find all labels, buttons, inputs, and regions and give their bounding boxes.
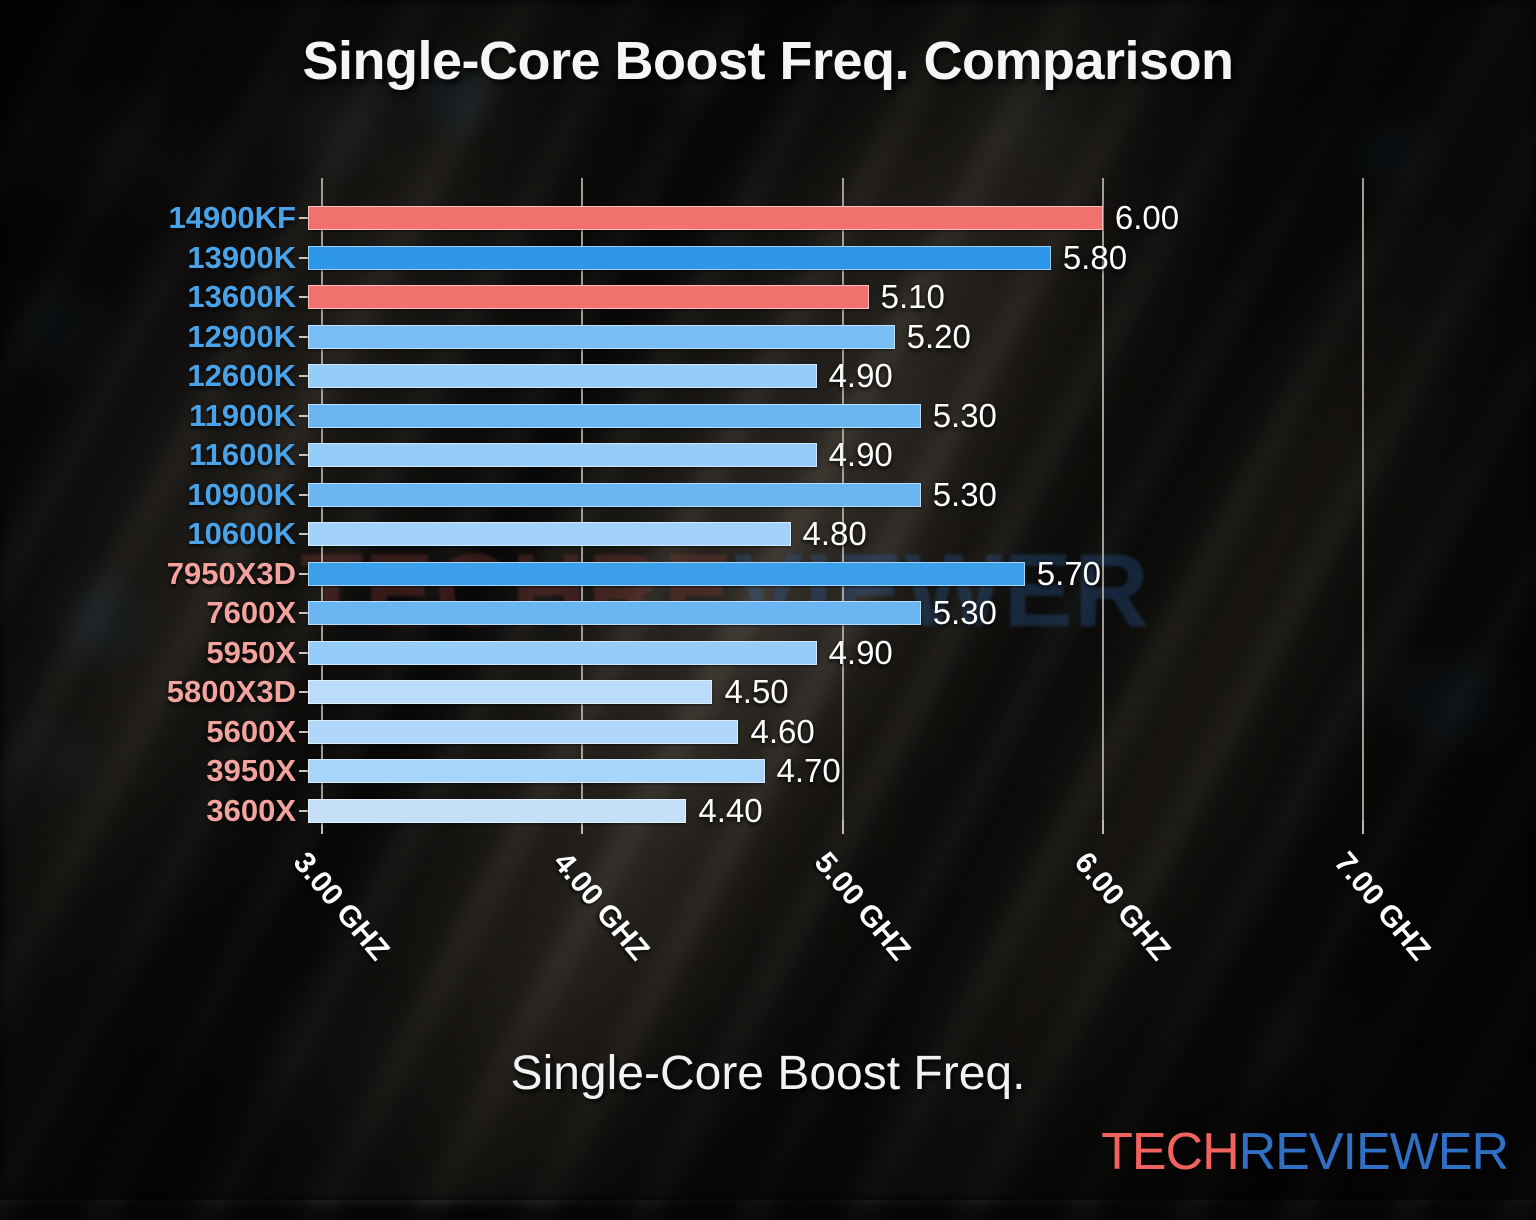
bar-row: 7950X3D 5.70: [0, 554, 1536, 594]
logo-reviewer: REVIEWER: [1238, 1123, 1509, 1181]
bar-value-label-12900k: 5.20: [906, 317, 971, 355]
bar-value-label-11600k: 4.90: [828, 436, 893, 473]
y-axis-tick: [299, 375, 308, 377]
bar-value-label-13900k: 5.80: [1062, 238, 1128, 276]
category-label-12600k: 12600K: [187, 358, 296, 393]
category-label-5600x: 5600X: [206, 713, 296, 749]
bar-row: 5600X 4.60: [0, 712, 1536, 752]
y-axis-tick: [299, 414, 308, 417]
category-label-11900k: 11900K: [189, 397, 296, 433]
bar-row: 13600K 5.10: [0, 277, 1536, 317]
bar-12900k: [308, 324, 895, 349]
category-label-7600x: 7600X: [206, 595, 296, 630]
category-label-13900k: 13900K: [187, 239, 296, 275]
y-axis-tick: [299, 770, 308, 772]
category-label-5800x3d: 5800X3D: [166, 674, 296, 709]
bar-5800x3d: [308, 680, 713, 704]
bar-value-label-10600k: 4.80: [802, 515, 867, 552]
bar-7950x3d: [308, 561, 1025, 586]
techreviewer-logo: TECHREVIEWER: [1101, 1122, 1509, 1182]
bar-value-label-13600k: 5.10: [880, 278, 945, 315]
bar-value-label-12600k: 4.90: [828, 357, 893, 394]
y-axis-tick: [299, 572, 308, 575]
category-label-13600k: 13600K: [187, 279, 296, 314]
x-axis-tick-label: 6.00 GHZ: [1067, 846, 1177, 967]
bar-row: 3950X 4.70: [0, 751, 1536, 791]
gridline-700: [1362, 178, 1365, 820]
bar-10600k: [308, 522, 791, 546]
y-axis-tick: [299, 217, 308, 219]
y-axis-tick: [299, 454, 308, 456]
category-label-10600k: 10600K: [187, 516, 296, 551]
bar-row: 10600K 4.80: [0, 514, 1536, 554]
bar-row: 12900K 5.20: [0, 317, 1536, 357]
bar-11600k: [308, 443, 817, 467]
bar-value-label-5600x: 4.60: [750, 712, 815, 750]
bar-10900k: [308, 482, 921, 507]
bar-value-label-7950x3d: 5.70: [1036, 554, 1102, 592]
x-axis-tick: [1101, 820, 1104, 834]
bar-14900kf: [308, 206, 1103, 230]
bar-5600x: [308, 719, 739, 744]
bar-3950x: [308, 759, 765, 783]
y-axis-tick: [299, 730, 308, 733]
category-label-10900k: 10900K: [187, 476, 296, 512]
bar-7600x: [308, 601, 921, 625]
bar-row: 11900K 5.30: [0, 396, 1536, 436]
category-label-14900kf: 14900KF: [168, 200, 296, 235]
bar-row: 3600X 4.40: [0, 791, 1536, 831]
bar-11900k: [308, 403, 921, 428]
bar-row: 13900K 5.80: [0, 238, 1536, 278]
bar-row: 11600K 4.90: [0, 435, 1536, 475]
bar-value-label-11900k: 5.30: [932, 396, 997, 434]
x-axis-tick-label: 3.00 GHZ: [286, 846, 396, 967]
y-axis-tick: [299, 809, 308, 812]
y-axis-tick: [299, 612, 308, 614]
bar-value-label-7600x: 5.30: [932, 594, 997, 631]
category-label-3600x: 3600X: [206, 792, 296, 828]
x-axis-tick: [581, 820, 584, 834]
category-label-7950x3d: 7950X3D: [166, 555, 296, 591]
bar-row: 5800X3D 4.50: [0, 672, 1536, 712]
y-axis-tick: [299, 256, 308, 259]
x-axis-tick-label: 4.00 GHZ: [547, 846, 656, 967]
bar-13600k: [308, 285, 869, 309]
bar-row: 10900K 5.30: [0, 475, 1536, 515]
y-axis-tick: [299, 296, 308, 298]
x-axis-tick: [1362, 820, 1365, 834]
bar-5950x: [308, 640, 817, 665]
chart-title: Single-Core Boost Freq. Comparison: [302, 31, 1234, 91]
bar-value-label-10900k: 5.30: [932, 475, 997, 513]
y-axis-tick: [299, 335, 308, 338]
logo-tech: TECH: [1101, 1123, 1240, 1181]
x-axis-tick-label: 5.00 GHZ: [807, 846, 917, 967]
x-axis-tick-label: 7.00 GHZ: [1327, 846, 1437, 967]
bar-13900k: [308, 245, 1051, 270]
x-axis-tick: [841, 820, 844, 834]
bar-row: 7600X 5.30: [0, 593, 1536, 633]
bar-row: 14900KF 6.00: [0, 198, 1536, 238]
category-label-11600k: 11600K: [189, 437, 296, 472]
y-axis-tick: [299, 651, 308, 654]
gridline-600: [1101, 178, 1104, 820]
x-axis-label: Single-Core Boost Freq.: [510, 1047, 1026, 1100]
bar-value-label-5950x: 4.90: [828, 633, 893, 671]
y-axis-tick: [299, 493, 308, 496]
bar-row: 12600K 4.90: [0, 356, 1536, 396]
category-label-3950x: 3950X: [206, 753, 296, 788]
x-axis-tick: [321, 820, 323, 834]
bar-3600x: [308, 798, 687, 823]
y-axis-tick: [299, 691, 308, 693]
bar-value-label-3950x: 4.70: [776, 752, 841, 789]
bar-value-label-14900kf: 6.00: [1114, 199, 1180, 236]
bar-12600k: [308, 364, 817, 388]
bar-value-label-3600x: 4.40: [698, 791, 763, 829]
category-label-12900k: 12900K: [187, 318, 296, 354]
y-axis-tick: [299, 533, 308, 535]
category-label-5950x: 5950X: [206, 634, 296, 670]
bar-value-label-5800x3d: 4.50: [724, 673, 789, 710]
bar-row: 5950X 4.90: [0, 633, 1536, 673]
